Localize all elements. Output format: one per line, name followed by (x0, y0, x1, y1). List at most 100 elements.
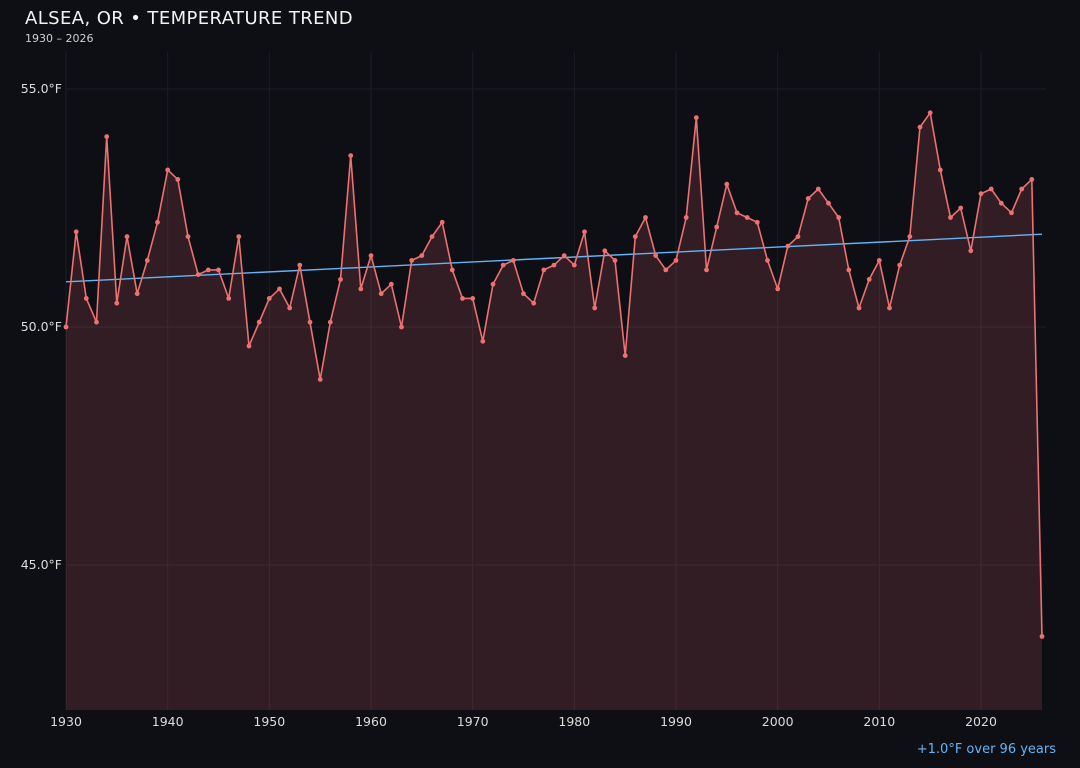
data-point (185, 234, 191, 240)
data-point (836, 215, 842, 220)
data-point (256, 319, 262, 325)
temperature-area-fill (66, 112, 1042, 711)
data-point (775, 286, 781, 292)
data-point (63, 324, 69, 330)
data-point (419, 253, 425, 258)
data-point (521, 291, 526, 297)
data-point (297, 262, 303, 268)
data-point (948, 215, 953, 220)
data-point (592, 305, 598, 311)
data-point (266, 296, 272, 301)
data-point (348, 153, 354, 159)
data-point (683, 215, 689, 220)
data-point (958, 205, 964, 211)
data-point (887, 305, 892, 311)
data-point (653, 253, 659, 258)
data-point (856, 305, 862, 311)
data-point (693, 115, 699, 120)
data-point (917, 124, 923, 130)
data-point (205, 267, 211, 273)
trend-line (65, 233, 1043, 283)
data-point (1019, 186, 1025, 192)
data-point (785, 243, 791, 249)
data-point (378, 291, 384, 297)
data-point (927, 110, 933, 116)
data-point (175, 177, 181, 182)
data-point (846, 267, 852, 273)
x-axis-label: 1960 (355, 714, 387, 729)
data-point (83, 296, 89, 301)
data-point (358, 286, 364, 292)
data-point (704, 267, 709, 273)
data-point (602, 248, 608, 254)
x-axis-label: 1990 (660, 714, 692, 729)
data-point (622, 353, 628, 358)
data-point (429, 234, 435, 240)
x-axis-label: 2020 (965, 714, 997, 729)
data-point (805, 196, 811, 201)
x-axis-label: 1950 (253, 714, 285, 729)
x-axis-label: 2000 (762, 714, 794, 729)
data-point (470, 296, 476, 301)
data-point (744, 215, 750, 220)
data-point (327, 319, 333, 325)
data-point (866, 277, 872, 282)
data-point (541, 267, 547, 273)
x-axis-label: 1970 (457, 714, 489, 729)
data-point (714, 224, 720, 230)
chart-subtitle: 1930 – 2026 (25, 32, 94, 45)
data-point (876, 258, 882, 263)
data-point (104, 134, 110, 140)
data-point (531, 300, 537, 306)
data-point (388, 281, 394, 287)
data-point (94, 319, 99, 325)
data-point (439, 219, 445, 225)
data-point (165, 167, 171, 173)
data-point (998, 200, 1004, 206)
data-point (144, 258, 150, 263)
data-point (216, 267, 221, 273)
data-point (490, 281, 496, 287)
data-point (500, 262, 506, 268)
chart-title: ALSEA, OR • TEMPERATURE TREND (25, 8, 354, 29)
data-point (480, 338, 486, 344)
data-point (277, 286, 282, 292)
data-point (409, 258, 415, 263)
data-point (73, 229, 79, 235)
data-point (632, 234, 638, 240)
data-point (815, 186, 821, 192)
data-point (734, 210, 740, 216)
y-axis-label: 50.0°F (21, 319, 62, 334)
data-point (226, 296, 232, 301)
data-point (582, 229, 587, 235)
data-point (663, 267, 669, 273)
data-point (307, 319, 313, 325)
y-axis-label: 55.0°F (21, 81, 62, 96)
data-point (124, 234, 130, 240)
data-point (988, 186, 994, 192)
data-point (236, 234, 242, 240)
data-point (134, 291, 140, 297)
data-point (724, 181, 730, 187)
data-point (510, 258, 516, 263)
chart-header: ALSEA, OR • TEMPERATURE TREND 1930 – 202… (25, 8, 353, 45)
data-point (338, 277, 343, 282)
data-point (643, 215, 648, 220)
data-point (968, 248, 974, 254)
data-point (114, 300, 120, 306)
data-point (368, 253, 374, 258)
data-point (754, 219, 760, 225)
data-point (449, 267, 455, 273)
data-point (937, 167, 943, 173)
data-point (460, 296, 465, 301)
data-point (561, 253, 567, 258)
data-point (571, 262, 577, 268)
data-point (195, 272, 201, 277)
data-point (246, 343, 252, 349)
data-point (1029, 177, 1035, 182)
x-axis-label: 1940 (152, 714, 184, 729)
data-point (1009, 210, 1014, 216)
x-axis-label: 2010 (863, 714, 895, 729)
